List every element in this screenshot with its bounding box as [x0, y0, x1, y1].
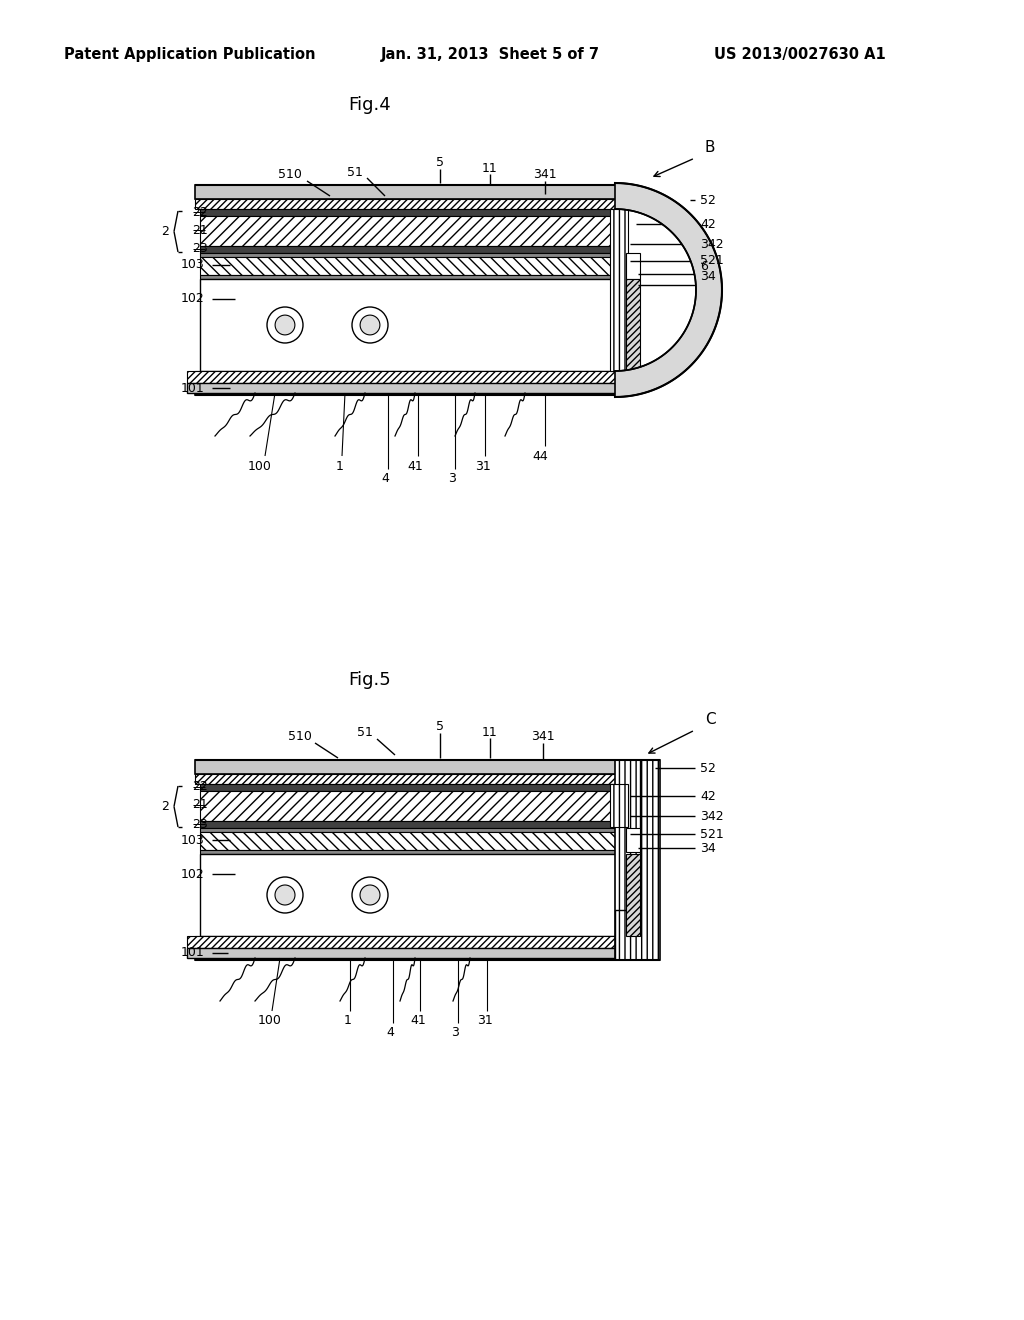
Text: 6: 6 [700, 260, 708, 272]
Text: Fig.4: Fig.4 [348, 96, 391, 114]
Text: 42: 42 [700, 789, 716, 803]
Text: 103: 103 [181, 259, 205, 272]
Text: 341: 341 [531, 730, 555, 743]
Text: 23: 23 [193, 243, 208, 256]
Text: 41: 41 [408, 459, 423, 473]
Text: 102: 102 [181, 867, 205, 880]
Text: 521: 521 [700, 255, 724, 268]
Bar [200, 246, 618, 253]
Text: 5: 5 [436, 157, 444, 169]
Bar [200, 275, 618, 279]
Circle shape [267, 876, 303, 913]
Text: 510: 510 [288, 730, 312, 743]
Bar [195, 936, 623, 946]
Text: 5: 5 [436, 721, 444, 734]
Circle shape [352, 308, 388, 343]
Bar [200, 850, 618, 854]
Circle shape [267, 308, 303, 343]
Text: Fig.5: Fig.5 [348, 671, 391, 689]
Text: 44: 44 [532, 450, 548, 462]
Text: 103: 103 [181, 833, 205, 846]
Bar [195, 371, 623, 381]
Text: 21: 21 [193, 223, 208, 236]
Text: B: B [705, 140, 715, 156]
Text: C: C [705, 713, 716, 727]
Circle shape [360, 884, 380, 906]
Text: 52: 52 [700, 762, 716, 775]
Bar [200, 216, 618, 246]
Text: 101: 101 [181, 946, 205, 960]
Bar [195, 774, 623, 784]
Text: 31: 31 [475, 459, 490, 473]
Text: 521: 521 [700, 828, 724, 841]
Bar [615, 760, 660, 960]
Text: Jan. 31, 2013  Sheet 5 of 7: Jan. 31, 2013 Sheet 5 of 7 [381, 48, 599, 62]
Bar [200, 828, 618, 832]
Text: 1: 1 [336, 459, 344, 473]
Text: 21: 21 [193, 799, 208, 812]
Text: 51: 51 [357, 726, 373, 739]
Text: 3: 3 [449, 473, 456, 486]
Circle shape [360, 315, 380, 335]
Text: 3: 3 [451, 1027, 459, 1040]
Text: 31: 31 [477, 1015, 493, 1027]
Bar [610, 784, 628, 828]
Text: 11: 11 [482, 726, 498, 738]
Text: 1: 1 [344, 1015, 352, 1027]
Text: 4: 4 [381, 473, 389, 486]
Bar [200, 784, 618, 791]
Bar [200, 253, 618, 257]
Circle shape [275, 315, 295, 335]
Bar [200, 279, 618, 371]
Bar [200, 821, 618, 828]
Text: Patent Application Publication: Patent Application Publication [65, 48, 315, 62]
Text: 102: 102 [181, 293, 205, 305]
Circle shape [352, 876, 388, 913]
Text: 52: 52 [700, 194, 716, 206]
Text: US 2013/0027630 A1: US 2013/0027630 A1 [714, 48, 886, 62]
Bar [626, 828, 640, 851]
Circle shape [275, 884, 295, 906]
Text: 100: 100 [248, 459, 272, 473]
Text: 2: 2 [161, 224, 169, 238]
Bar [626, 279, 640, 371]
Bar [610, 209, 628, 371]
Bar [626, 854, 640, 936]
Bar [195, 185, 623, 199]
Bar [195, 946, 623, 960]
Text: 510: 510 [279, 169, 302, 181]
Text: 51: 51 [347, 165, 362, 178]
Bar [200, 854, 618, 936]
Bar [200, 791, 618, 821]
Text: 41: 41 [411, 1015, 426, 1027]
Text: 341: 341 [534, 169, 557, 181]
Bar [195, 760, 623, 774]
Text: 34: 34 [700, 842, 716, 854]
Bar [187, 383, 623, 393]
Text: 11: 11 [482, 161, 498, 174]
Text: 100: 100 [258, 1015, 282, 1027]
Text: 22: 22 [193, 206, 208, 219]
Text: 42: 42 [700, 218, 716, 231]
Bar [200, 257, 618, 275]
Bar [187, 371, 623, 383]
Bar [195, 381, 623, 395]
Text: 34: 34 [700, 271, 716, 284]
Text: 101: 101 [181, 381, 205, 395]
Text: 2: 2 [161, 800, 169, 813]
Bar [200, 209, 618, 216]
Text: 22: 22 [193, 780, 208, 793]
Bar [187, 948, 623, 958]
Text: 342: 342 [700, 809, 724, 822]
Polygon shape [615, 183, 722, 397]
Text: 23: 23 [193, 817, 208, 830]
Bar [195, 199, 623, 209]
Bar [626, 253, 640, 279]
Text: 4: 4 [386, 1027, 394, 1040]
Text: 342: 342 [700, 238, 724, 251]
Bar [200, 832, 618, 850]
Bar [187, 936, 623, 948]
